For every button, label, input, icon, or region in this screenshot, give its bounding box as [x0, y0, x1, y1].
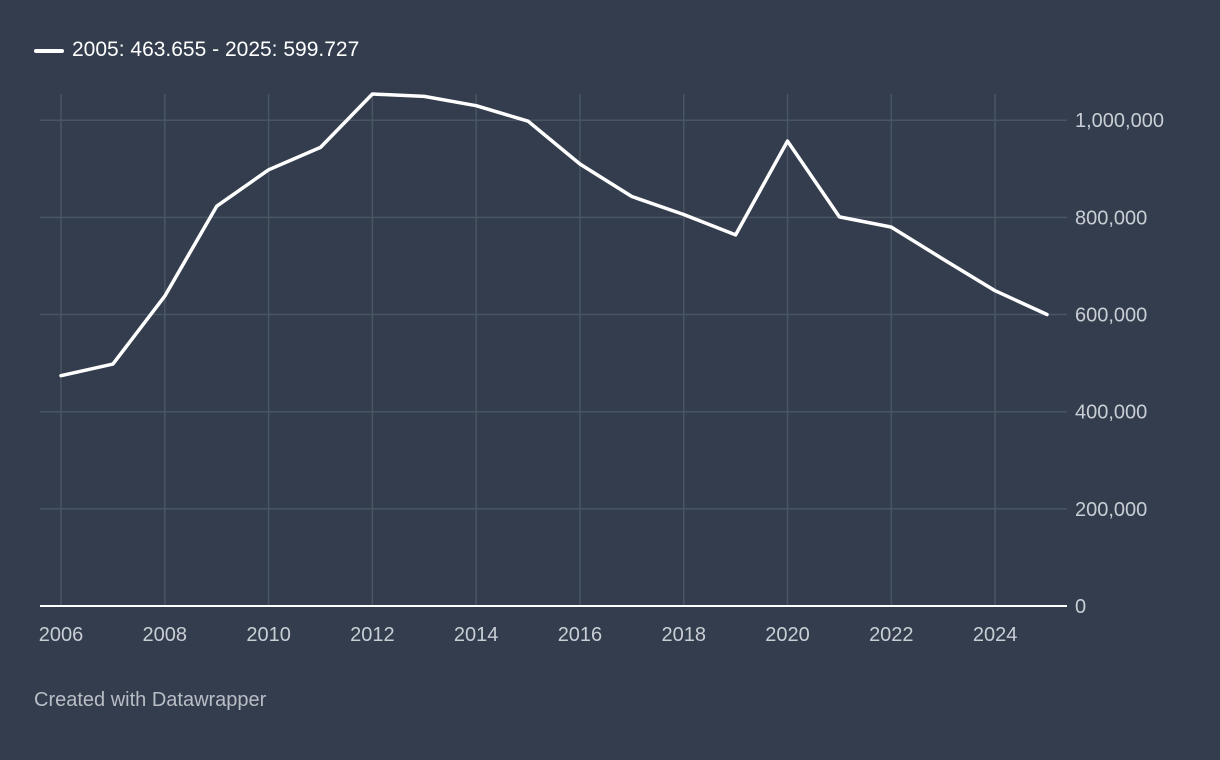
- x-tick-label: 2012: [350, 624, 395, 646]
- footer-credit: Created with Datawrapper: [34, 689, 267, 711]
- y-tick-label: 400,000: [1075, 402, 1147, 424]
- x-tick-label: 2008: [143, 624, 188, 646]
- legend: 2005: 463.655 - 2025: 599.727: [34, 38, 359, 62]
- x-tick-label: 2024: [973, 624, 1018, 646]
- x-tick-label: 2022: [869, 624, 914, 646]
- y-tick-label: 1,000,000: [1075, 110, 1164, 132]
- y-tick-label: 0: [1075, 596, 1086, 618]
- x-tick-label: 2020: [765, 624, 810, 646]
- y-tick-label: 800,000: [1075, 207, 1147, 229]
- x-tick-label: 2006: [39, 624, 84, 646]
- y-tick-label: 600,000: [1075, 305, 1147, 327]
- legend-label: 2005: 463.655 - 2025: 599.727: [72, 38, 360, 61]
- legend-swatch: [34, 49, 64, 53]
- x-tick-label: 2016: [558, 624, 603, 646]
- series-line: [59, 92, 1049, 378]
- x-tick-label: 2010: [246, 624, 291, 646]
- y-tick-label: 200,000: [1075, 499, 1147, 521]
- x-tick-label: 2014: [454, 624, 499, 646]
- x-tick-label: 2018: [661, 624, 706, 646]
